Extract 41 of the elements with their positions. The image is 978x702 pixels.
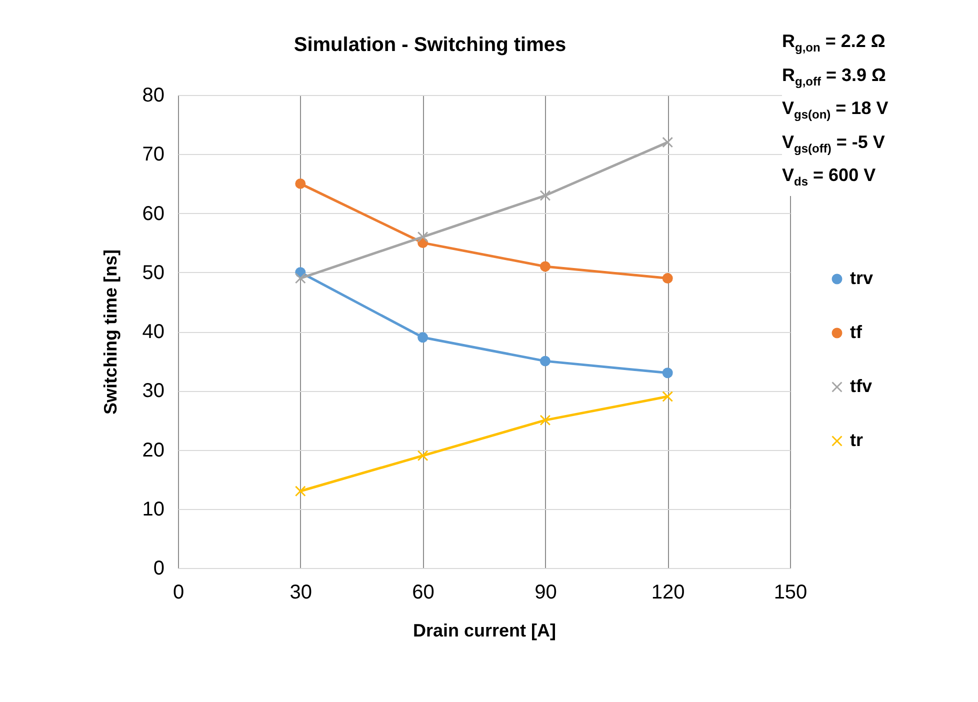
y-tick-label: 80 xyxy=(142,84,164,106)
y-tick-label: 10 xyxy=(142,498,164,520)
y-tick-label: 40 xyxy=(142,321,164,343)
annotation: V$_{gs(off)}$ = -5 V xyxy=(782,130,886,158)
y-tick-label: 70 xyxy=(142,144,164,166)
point xyxy=(540,190,550,201)
point xyxy=(662,368,673,378)
point xyxy=(662,391,673,402)
x-tick-label: 150 xyxy=(774,582,808,604)
y-axis-title: Switching time [ns] xyxy=(100,249,120,415)
point xyxy=(295,273,306,284)
y-tick-label: 20 xyxy=(142,439,164,462)
point xyxy=(295,486,306,496)
point xyxy=(662,137,673,148)
text: R$_{g,on}$ = 2.2 Ω xyxy=(782,30,886,57)
y-tick-label: 30 xyxy=(142,380,164,402)
y-tick-label: 0 xyxy=(153,558,164,580)
point xyxy=(295,178,306,189)
y-tick-label: 50 xyxy=(142,262,164,284)
chart-title: Simulation - Switching times xyxy=(294,34,566,56)
x-tick-label: 0 xyxy=(172,582,184,604)
point xyxy=(540,261,550,272)
y-tick-label: 60 xyxy=(142,202,164,225)
point xyxy=(662,273,673,284)
x-tick-label: 90 xyxy=(534,582,557,604)
x-axis-title: Drain current [A] xyxy=(412,620,556,640)
text: R$_{g,off}$ = 3.9 Ω xyxy=(782,64,887,90)
annotation: V$_{gs(on)}$ = 18 V xyxy=(782,97,888,124)
annotation: V$_{ds}$ = 600 V xyxy=(782,164,877,191)
x-tick-label: 60 xyxy=(412,582,434,604)
point xyxy=(540,414,550,426)
point xyxy=(418,332,428,343)
x-tick-label: 30 xyxy=(290,582,312,604)
point xyxy=(540,356,550,366)
point xyxy=(418,232,428,242)
legend-label: trv xyxy=(850,268,874,288)
legend-label: tfv xyxy=(850,376,872,396)
point xyxy=(418,450,428,461)
x-tick-label: 120 xyxy=(651,582,685,604)
legend-label: tf xyxy=(850,322,863,342)
legend-label: tr xyxy=(850,430,863,450)
